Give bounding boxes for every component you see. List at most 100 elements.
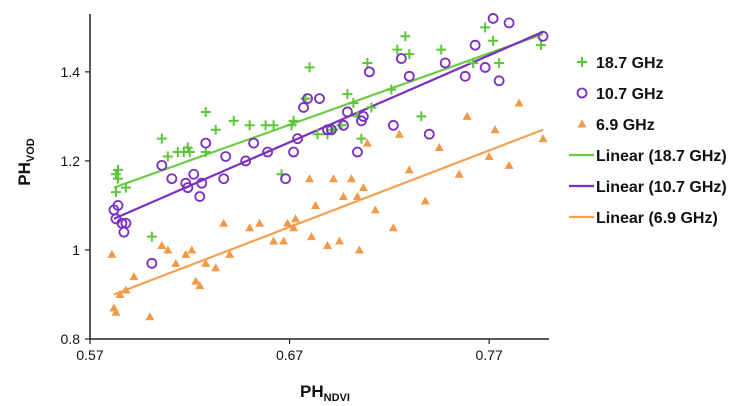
data-point-triangle [145, 312, 155, 321]
data-point-circle [314, 93, 325, 104]
y-tick-label: 0.8 [61, 331, 81, 347]
legend-item-10-7-ghz: 10.7 GHz [576, 86, 664, 103]
data-point-plus [404, 49, 415, 60]
data-point-circle [439, 57, 451, 69]
data-point-triangle [420, 196, 430, 205]
data-point-circle [166, 173, 178, 185]
data-point-plus [268, 120, 279, 131]
data-point-triangle [129, 272, 139, 281]
x-axis-title-subscript: NDVI [324, 392, 350, 404]
data-point-plus [386, 84, 397, 95]
legend-marker-triangle [577, 119, 587, 128]
data-point-triangle [191, 276, 201, 285]
data-point-triangle [362, 138, 372, 147]
legend-item-linear-6-9-ghz: Linear (6.9 GHz) [569, 210, 718, 227]
trendlines [113, 30, 544, 296]
data-point-plus [488, 35, 499, 46]
data-point-circle [342, 106, 353, 118]
trendline-linear-6-9-ghz [113, 128, 544, 296]
legend-label: 10.7 GHz [596, 86, 664, 103]
data-point-triangle [404, 165, 414, 174]
data-point-circle [358, 110, 369, 122]
data-point-plus [480, 22, 491, 33]
data-point-plus [110, 187, 121, 198]
data-point-plus [244, 120, 255, 131]
data-point-circle [423, 128, 435, 140]
data-point-triangle [311, 200, 321, 209]
data-point-plus [162, 151, 173, 162]
data-point-circle [387, 119, 399, 131]
data-point-circle [326, 124, 337, 136]
data-point-circle [118, 226, 130, 238]
x-tick-label: 0.67 [276, 347, 303, 363]
data-point-triangle [269, 236, 279, 245]
data-point-plus [120, 182, 131, 193]
legend-item-linear-10-7-ghz: Linear (10.7 GHz) [569, 179, 727, 196]
data-point-circle [292, 133, 303, 145]
y-tick-label: 1.4 [61, 64, 81, 80]
data-point-circle [288, 146, 299, 158]
data-point-circle [487, 13, 499, 24]
data-point-plus [304, 62, 315, 73]
data-point-triangle [454, 169, 464, 178]
data-point-triangle [538, 134, 548, 143]
data-point-circle [403, 70, 415, 82]
data-point-plus [288, 115, 299, 126]
data-point-triangle [322, 241, 332, 250]
data-point-circle [537, 30, 549, 42]
data-point-plus [112, 164, 123, 175]
data-point-plus [146, 231, 157, 242]
data-point-triangle [338, 192, 348, 201]
data-point-triangle [490, 125, 500, 134]
data-point-plus [348, 98, 359, 109]
data-point-triangle [462, 111, 472, 120]
data-point-plus [210, 124, 221, 135]
data-point-plus [366, 102, 377, 113]
x-axis-title: PHNDVI [300, 382, 350, 404]
data-point-triangle [195, 281, 205, 290]
data-point-triangle [171, 258, 181, 267]
data-markers [107, 13, 549, 321]
series-18-7-ghz [110, 22, 547, 242]
y-tick-label: 1.2 [61, 153, 81, 169]
legend-label: Linear (10.7 GHz) [596, 179, 727, 196]
data-point-circle [338, 119, 349, 131]
data-point-plus [342, 89, 353, 100]
data-point-triangle [181, 249, 191, 258]
series-6-9-ghz [107, 98, 548, 321]
data-point-triangle [279, 236, 289, 245]
x-axis-ticks: 0.57 0.67 0.77 [76, 339, 503, 363]
legend-label: Linear (6.9 GHz) [596, 210, 718, 227]
data-point-triangle [211, 263, 221, 272]
data-point-plus [286, 120, 297, 131]
y-axis-title-main: PH [15, 162, 34, 186]
data-point-circle [459, 70, 471, 82]
data-point-triangle [358, 183, 368, 192]
data-point-circle [262, 146, 274, 158]
legend-item-linear-18-7-ghz: Linear (18.7 GHz) [569, 148, 727, 165]
data-point-plus [362, 57, 373, 68]
data-point-plus [468, 57, 479, 68]
plot-area: 0.57 0.67 0.77 0.8 1 1.2 1.4 [61, 13, 549, 363]
data-point-circle [194, 191, 206, 202]
data-point-circle [196, 177, 208, 189]
data-point-circle [156, 159, 168, 171]
y-tick-label: 1 [72, 242, 80, 258]
data-point-circle [493, 75, 505, 87]
data-point-triangle [107, 249, 117, 258]
data-point-triangle [157, 241, 167, 250]
x-tick-label: 0.57 [76, 347, 103, 363]
data-point-plus [156, 133, 167, 144]
data-point-circle [352, 146, 363, 158]
data-point-circle [240, 155, 252, 167]
data-point-triangle [225, 249, 235, 258]
data-point-plus [436, 44, 447, 55]
data-point-triangle [514, 98, 524, 107]
data-point-triangle [504, 160, 514, 169]
data-point-plus [200, 147, 211, 158]
legend-label: 18.7 GHz [596, 55, 664, 72]
legend-item-18-7-ghz: 18.7 GHz [577, 55, 664, 72]
data-point-triangle [255, 218, 265, 227]
data-point-plus [182, 142, 193, 153]
